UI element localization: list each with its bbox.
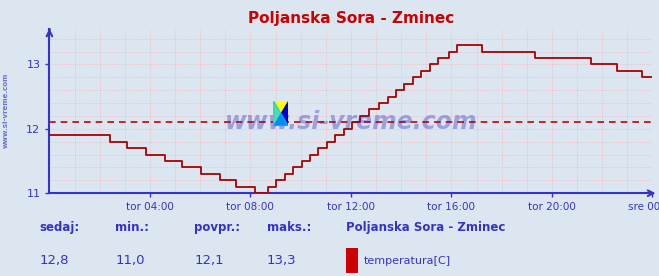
Text: 12,1: 12,1 bbox=[194, 254, 224, 267]
Text: 12,8: 12,8 bbox=[40, 254, 69, 267]
Text: www.si-vreme.com: www.si-vreme.com bbox=[225, 110, 477, 134]
Text: maks.:: maks.: bbox=[267, 221, 311, 234]
Title: Poljanska Sora - Zminec: Poljanska Sora - Zminec bbox=[248, 11, 454, 26]
Text: sedaj:: sedaj: bbox=[40, 221, 80, 234]
Polygon shape bbox=[273, 101, 288, 126]
Text: temperatura[C]: temperatura[C] bbox=[364, 256, 451, 266]
Text: 11,0: 11,0 bbox=[115, 254, 145, 267]
Polygon shape bbox=[273, 101, 288, 126]
Text: povpr.:: povpr.: bbox=[194, 221, 241, 234]
Text: Poljanska Sora - Zminec: Poljanska Sora - Zminec bbox=[346, 221, 505, 234]
Text: 13,3: 13,3 bbox=[267, 254, 297, 267]
Text: www.si-vreme.com: www.si-vreme.com bbox=[2, 73, 9, 148]
Text: min.:: min.: bbox=[115, 221, 150, 234]
